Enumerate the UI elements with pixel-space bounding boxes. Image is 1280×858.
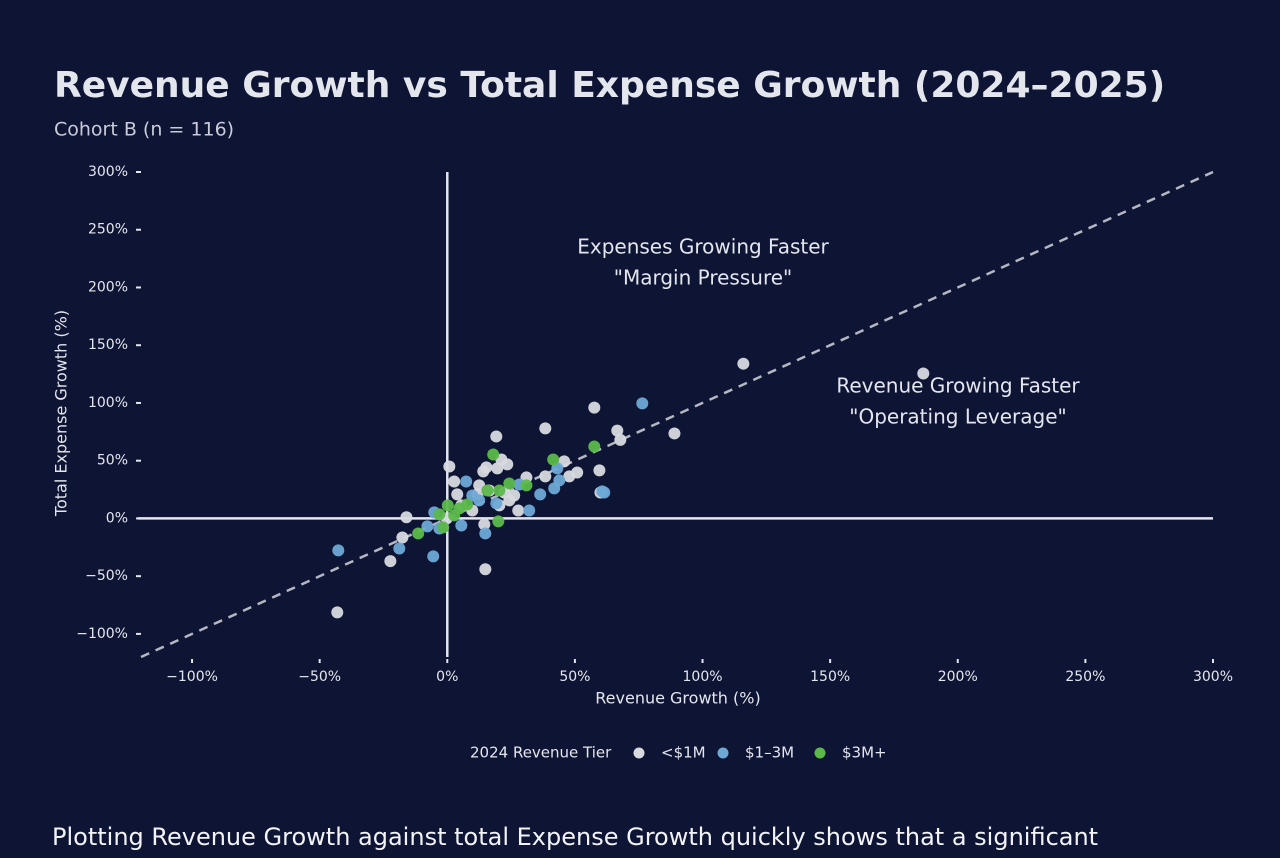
x-tick-label: −50% <box>298 669 341 685</box>
point <box>593 464 606 477</box>
point <box>490 497 503 510</box>
point <box>473 494 486 507</box>
point <box>636 397 649 410</box>
point <box>441 499 454 512</box>
point <box>571 466 584 479</box>
point <box>433 508 446 521</box>
point <box>479 527 492 540</box>
point <box>598 486 611 499</box>
point <box>477 465 490 478</box>
point <box>588 440 601 453</box>
point <box>461 498 474 511</box>
legend-title: 2024 Revenue Tier <box>470 744 612 762</box>
legend-marker <box>717 747 729 759</box>
y-tick-label: 200% <box>88 279 128 295</box>
point <box>487 448 500 461</box>
x-axis-label: Revenue Growth (%) <box>595 689 760 708</box>
point <box>490 430 503 443</box>
annotation: Expenses Growing Faster <box>577 235 829 259</box>
point <box>393 542 406 555</box>
y-tick-label: 0% <box>106 510 128 526</box>
y-tick-label: 300% <box>88 164 128 180</box>
point <box>588 401 601 414</box>
point <box>478 518 491 531</box>
point <box>668 427 681 440</box>
point <box>523 504 536 517</box>
x-tick-label: −100% <box>166 669 218 685</box>
point <box>917 367 930 380</box>
point <box>396 531 409 544</box>
point <box>492 515 505 528</box>
point <box>539 422 552 435</box>
x-tick-label: 150% <box>810 669 850 685</box>
annotation: "Margin Pressure" <box>614 266 792 290</box>
point <box>437 521 450 534</box>
point <box>534 488 547 501</box>
x-tick-label: 50% <box>559 669 590 685</box>
chart-title: Revenue Growth vs Total Expense Growth (… <box>54 65 1165 106</box>
y-tick-label: 250% <box>88 222 128 238</box>
point <box>501 458 514 471</box>
point <box>332 544 345 557</box>
point <box>451 488 464 501</box>
annotation: "Operating Leverage" <box>849 405 1066 429</box>
annotation: Revenue Growing Faster <box>836 374 1080 398</box>
point <box>412 527 425 540</box>
point <box>448 475 461 488</box>
x-tick-label: 100% <box>683 669 723 685</box>
point <box>331 606 344 619</box>
caption: Plotting Revenue Growth against total Ex… <box>52 823 1098 851</box>
point <box>611 424 624 437</box>
subtitle: Cohort B (n = 116) <box>54 119 234 141</box>
y-tick-label: −100% <box>76 626 128 642</box>
point <box>539 470 552 483</box>
legend-marker <box>814 747 826 759</box>
x-tick-label: 0% <box>436 669 458 685</box>
point <box>520 479 533 492</box>
point <box>503 477 516 490</box>
point <box>460 475 473 488</box>
point <box>481 484 494 497</box>
point <box>384 555 397 568</box>
point <box>548 482 561 495</box>
point <box>508 489 521 502</box>
legend-label: $3M+ <box>842 744 887 762</box>
y-tick-label: 100% <box>88 395 128 411</box>
y-tick-label: 150% <box>88 337 128 353</box>
point <box>493 484 506 497</box>
legend-marker <box>633 747 645 759</box>
point <box>479 563 492 576</box>
point <box>443 460 456 473</box>
parity-line <box>140 170 1214 659</box>
legend-label: <$1M <box>661 744 706 762</box>
x-tick-label: 300% <box>1193 669 1233 685</box>
x-tick-label: 250% <box>1065 669 1105 685</box>
legend-label: $1–3M <box>745 744 794 762</box>
point <box>448 509 461 522</box>
point <box>737 357 750 370</box>
point <box>421 520 434 533</box>
point <box>547 453 560 466</box>
point <box>400 511 413 524</box>
point <box>455 519 468 532</box>
point <box>512 504 525 517</box>
point <box>427 550 440 563</box>
x-tick-label: 200% <box>938 669 978 685</box>
y-tick-label: 50% <box>97 453 128 469</box>
y-axis-label: Total Expense Growth (%) <box>52 310 71 517</box>
point <box>614 433 627 446</box>
y-tick-label: −50% <box>85 568 128 584</box>
